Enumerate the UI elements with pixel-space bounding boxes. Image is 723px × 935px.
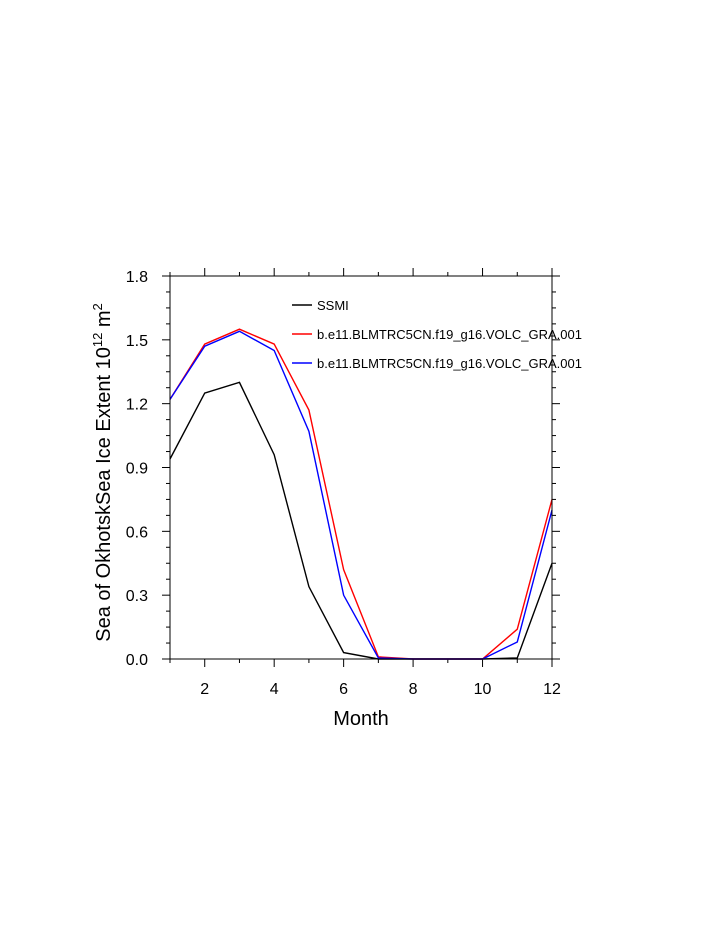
- y-axis-label-exponent: 12: [90, 333, 105, 347]
- y-tick-label: 1.5: [126, 333, 148, 350]
- y-tick-label: 1.8: [126, 269, 148, 286]
- y-axis-label-unit-exponent: 2: [90, 303, 105, 310]
- series-line-2: [169, 330, 553, 660]
- y-tick-label: 0.0: [126, 652, 148, 669]
- series-line-1: [169, 328, 553, 660]
- y-tick-label: 0.3: [126, 588, 148, 605]
- tick-marks: [162, 268, 560, 667]
- legend: SSMI b.e11.BLMTRC5CN.f19_g16.VOLC_GRA.001…: [292, 298, 582, 371]
- x-tick-label: 8: [409, 681, 418, 698]
- y-axis-label-unit: m: [93, 310, 115, 332]
- x-axis-label: Month: [333, 708, 389, 730]
- y-axis-label-main: Sea of OkhotskSea Ice Extent 10: [93, 347, 115, 642]
- x-tick-label: 4: [270, 681, 279, 698]
- y-tick-label: 1.2: [126, 397, 148, 414]
- x-tick-label: 10: [474, 681, 492, 698]
- plot-frame: [169, 275, 553, 660]
- x-tick-label: 12: [543, 681, 561, 698]
- series-line-0: [169, 381, 553, 660]
- y-axis-label: Sea of OkhotskSea Ice Extent 1012 m2: [90, 303, 115, 642]
- y-tick-labels: 0.0 0.3 0.6 0.9 1.2 1.5 1.8: [126, 269, 148, 669]
- legend-label: SSMI: [317, 298, 349, 313]
- y-tick-label: 0.9: [126, 461, 148, 478]
- x-tick-label: 2: [200, 681, 209, 698]
- series-lines: [169, 328, 553, 660]
- y-tick-label: 0.6: [126, 524, 148, 541]
- legend-label: b.e11.BLMTRC5CN.f19_g16.VOLC_GRA.001: [317, 327, 582, 342]
- legend-label: b.e11.BLMTRC5CN.f19_g16.VOLC_GRA.001: [317, 356, 582, 371]
- x-tick-labels: 2 4 6 8 10 12: [200, 681, 561, 698]
- x-tick-label: 6: [339, 681, 348, 698]
